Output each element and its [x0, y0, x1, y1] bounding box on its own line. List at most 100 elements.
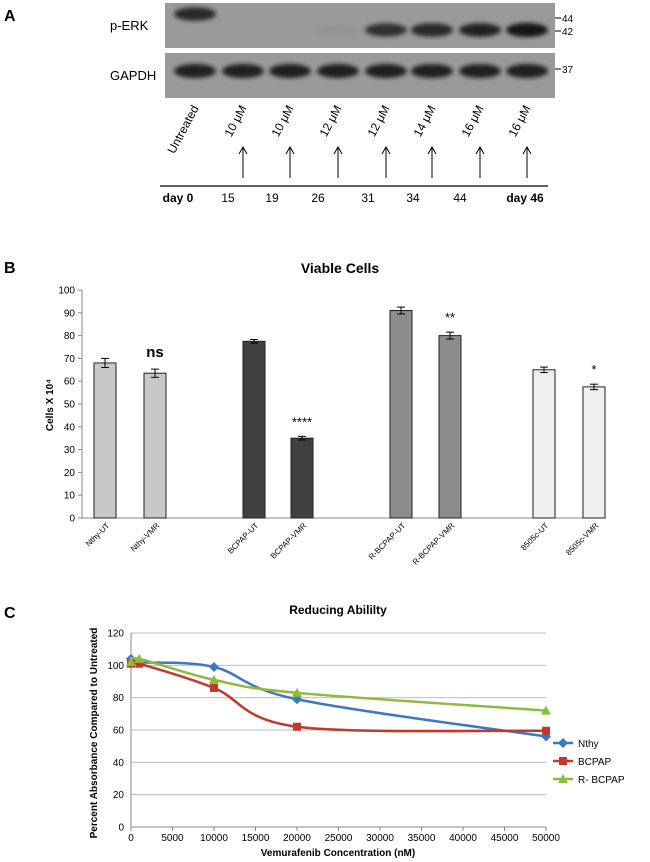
day-label: 31: [361, 191, 375, 205]
perk-band: [411, 23, 453, 37]
x-tick-label: 50000: [532, 833, 560, 844]
gapdh-band: [411, 64, 453, 78]
day-label: day 46: [506, 191, 544, 205]
y-tick-label: 70: [64, 354, 76, 365]
perk-band: [365, 23, 407, 37]
day-label: 19: [265, 191, 279, 205]
x-tick-label: 5000: [161, 833, 184, 844]
x-tick-label: BCPAP-UT: [226, 521, 261, 556]
y-tick-label: 30: [64, 445, 76, 456]
lane-label: 14 μM: [411, 103, 439, 139]
significance-label: **: [445, 310, 455, 325]
bar-8505c-VMR: [582, 386, 606, 519]
mw-marker-37: 37: [562, 65, 574, 76]
data-point-Nthy: [292, 694, 302, 705]
x-tick-label: 40000: [449, 833, 477, 844]
x-tick-label: 45000: [491, 833, 519, 844]
significance-label: ns: [146, 344, 164, 361]
day-label: 15: [221, 191, 235, 205]
data-point-R- BCPAP: [541, 705, 551, 715]
day-label: 34: [406, 191, 420, 205]
y-tick-label: 10: [64, 491, 76, 502]
data-point-BCPAP: [542, 726, 550, 735]
data-point-BCPAP: [210, 683, 218, 692]
x-tick-label: 0: [128, 833, 134, 844]
arrow-head: [522, 145, 532, 155]
data-point-BCPAP: [293, 722, 301, 731]
legend-marker: [558, 774, 568, 783]
lane-label: 10 μM: [222, 103, 250, 139]
panel-a-label: A: [4, 8, 16, 25]
data-point-R- BCPAP: [126, 657, 136, 667]
gapdh-label: GAPDH: [110, 68, 156, 83]
y-tick-label: 80: [113, 693, 125, 704]
y-tick-label: 120: [107, 629, 124, 640]
significance-label: ****: [292, 414, 312, 429]
perk-label: p-ERK: [110, 18, 149, 33]
x-tick-label: R-BCPAP-UT: [367, 521, 408, 562]
y-tick-label: 0: [118, 823, 124, 834]
perk-band: [459, 23, 501, 37]
y-tick-label: 80: [64, 331, 76, 342]
bar-R-BCPAP-UT: [389, 310, 413, 519]
arrow-head: [475, 145, 485, 155]
x-axis-label: Vemurafenib Concentration (nM): [261, 848, 415, 859]
arrow-head: [285, 145, 295, 155]
viable-cells-chart: Viable Cells 0 10 20 30 40 50 60 70 80 90 100 Cells …: [45, 260, 606, 567]
chart-title: Reducing Abililty: [289, 603, 387, 617]
y-axis-label: Percent Absorbance Compared to Untreated: [89, 628, 100, 839]
data-point-R- BCPAP: [134, 653, 145, 663]
y-tick-label: 50: [64, 400, 76, 411]
day-label: 26: [311, 191, 325, 205]
arrow-head: [333, 145, 343, 155]
bar-Nthy-VMR: [143, 372, 167, 519]
x-tick-label: 30000: [366, 833, 394, 844]
arrow-head: [381, 145, 391, 155]
y-axis-label: Cells X 10⁴: [45, 379, 56, 431]
x-tick-label: R-BCPAP-VMR: [411, 521, 457, 567]
series-line-R- BCPAP: [129, 656, 547, 712]
gapdh-band: [317, 64, 359, 78]
day-label: day 0: [163, 191, 194, 205]
y-tick-label: 60: [113, 726, 125, 737]
y-tick-label: 40: [64, 422, 76, 433]
lane-label: 16 μM: [459, 103, 487, 139]
x-tick-label: BCPAP-VMR: [269, 521, 309, 561]
x-tick-label: 20000: [283, 833, 311, 844]
western-blot-panel: p-ERK GAPDH 44 42 37 Untreated 10 μM 10 μM…: [110, 3, 574, 205]
y-tick-label: 60: [64, 377, 76, 388]
lane-label: Untreated: [165, 103, 202, 156]
y-tick-label: 100: [58, 286, 75, 297]
day-label: 44: [453, 191, 467, 205]
lane-label: 16 μM: [506, 103, 534, 139]
bar-BCPAP-UT: [242, 340, 266, 519]
perk-band: [506, 23, 548, 37]
mw-marker-44: 44: [562, 14, 574, 25]
x-tick-label: 8505c-UT: [519, 521, 550, 552]
data-point-R- BCPAP: [209, 674, 219, 684]
gapdh-band: [174, 64, 216, 78]
significance-label: *: [591, 362, 596, 377]
mw-marker-42: 42: [562, 27, 574, 38]
x-tick-label: 15000: [242, 833, 270, 844]
legend-label: R- BCPAP: [578, 775, 625, 786]
perk-blot-strip: [165, 3, 555, 48]
y-tick-label: 0: [69, 514, 75, 525]
y-tick-label: 100: [107, 661, 124, 672]
perk-band: [174, 7, 216, 21]
y-tick-label: 40: [113, 758, 125, 769]
bar-8505c-UT: [532, 369, 556, 519]
gapdh-band: [222, 64, 264, 78]
legend-label: Nthy: [578, 739, 599, 750]
data-point-BCPAP: [135, 659, 144, 668]
legend-marker: [558, 738, 568, 748]
perk-band: [317, 24, 359, 36]
y-tick-label: 20: [113, 790, 125, 801]
lane-label: 12 μM: [317, 103, 345, 139]
panel-c-label: C: [4, 605, 16, 622]
data-point-R- BCPAP: [292, 687, 302, 697]
data-point-Nthy: [209, 661, 219, 672]
gapdh-band: [459, 64, 501, 78]
panel-b-label: B: [4, 260, 16, 277]
arrow-head: [427, 145, 437, 155]
